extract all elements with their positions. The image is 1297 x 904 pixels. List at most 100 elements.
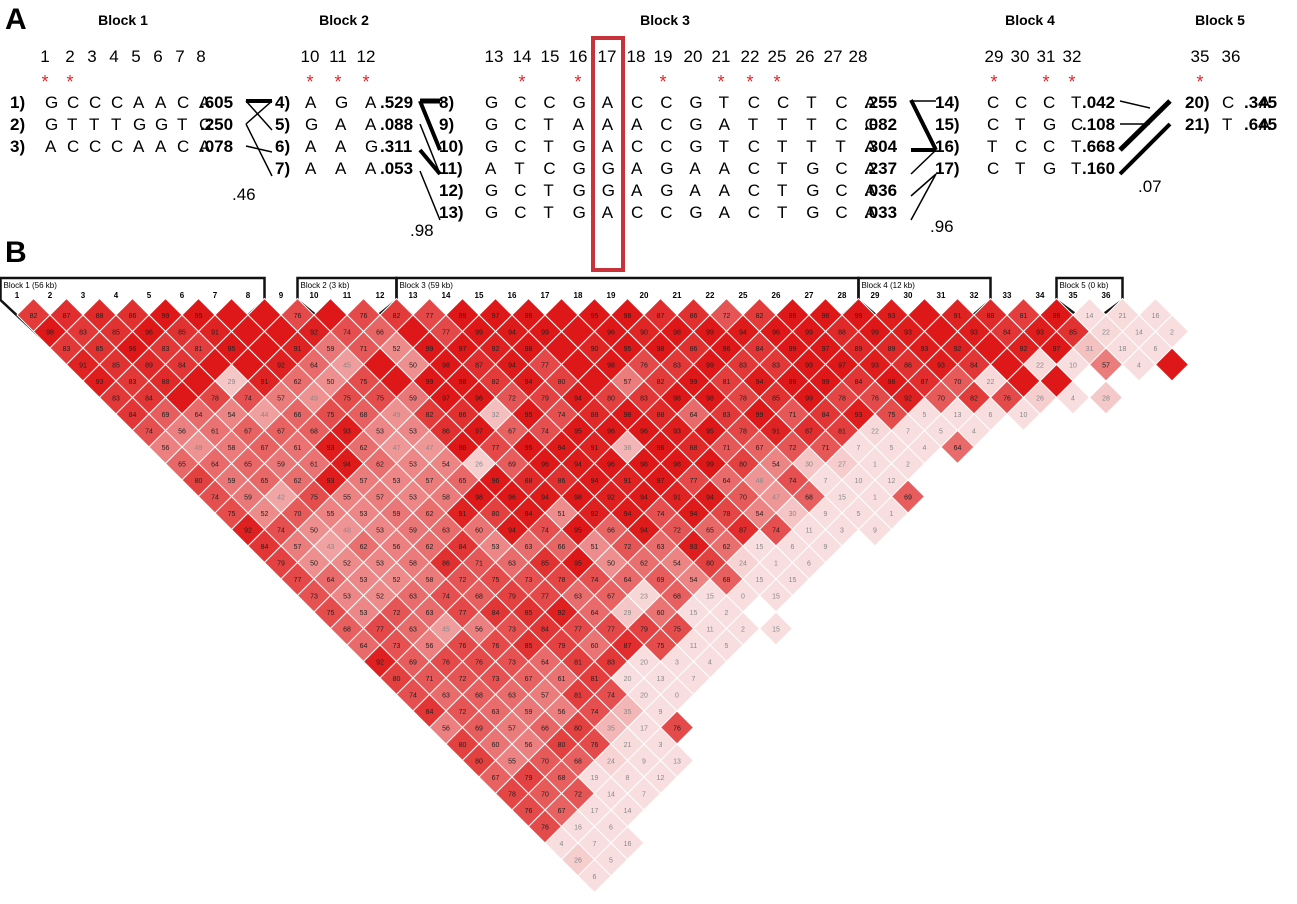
snp-number: 25	[768, 47, 787, 66]
marker-number: 30	[904, 291, 913, 300]
ld-value: 94	[343, 462, 351, 469]
ld-value: 27	[838, 462, 846, 469]
ld-value: 56	[162, 445, 170, 452]
snp-number: 4	[109, 47, 118, 66]
marker-number: 20	[640, 291, 649, 300]
ld-value: 58	[409, 561, 417, 568]
haplotype-frequency: .529	[380, 93, 413, 112]
ld-value: 68	[360, 412, 368, 419]
ld-value: 64	[310, 363, 318, 370]
ld-value: 86	[442, 429, 450, 436]
ld-value: 55	[343, 495, 351, 502]
ld-value: 63	[508, 561, 516, 568]
haplotype-number: 3)	[10, 137, 25, 156]
ld-value: 83	[723, 412, 731, 419]
ld-value: 64	[360, 643, 368, 650]
ld-value: 2	[741, 627, 745, 634]
ld-value: 16	[624, 841, 632, 848]
ld-value: 43	[327, 544, 335, 551]
ld-value: 83	[673, 363, 681, 370]
ld-value: 63	[492, 709, 500, 716]
ld-value: 53	[376, 561, 384, 568]
ld-cell	[577, 858, 612, 894]
ld-value: 86	[442, 561, 450, 568]
ld-value: 67	[261, 445, 269, 452]
ld-value: 57	[277, 396, 285, 403]
ld-value: 85	[772, 396, 780, 403]
block-title: Block 3	[640, 12, 690, 28]
ld-value: 63	[442, 693, 450, 700]
ld-value: 45	[442, 627, 450, 634]
ld-value: 60	[475, 528, 483, 535]
ld-value: 77	[426, 313, 434, 320]
ld-value: 75	[492, 577, 500, 584]
ld-value: 6	[593, 874, 597, 881]
ld-value: 75	[310, 495, 318, 502]
ld-value: 86	[558, 478, 566, 485]
ld-value: 94	[508, 363, 516, 370]
snp-number: 16	[569, 47, 588, 66]
significant-snp-star: *	[66, 72, 73, 92]
ld-value: 79	[508, 594, 516, 601]
ld-value: 84	[492, 610, 500, 617]
ld-value: 50	[310, 528, 318, 535]
snp-number: 17	[598, 47, 617, 66]
ld-value: 92	[591, 511, 599, 518]
haplotype-connectors	[245, 98, 1172, 221]
ld-value: 73	[525, 577, 533, 584]
ld-value: 66	[607, 528, 615, 535]
ld-value: 98	[624, 313, 632, 320]
marker-number: 26	[772, 291, 781, 300]
ld-value: 91	[79, 363, 87, 370]
snp-number: 21	[712, 47, 731, 66]
ld-value: 20	[640, 693, 648, 700]
marker-number: 15	[475, 291, 484, 300]
ld-value: 50	[327, 379, 335, 386]
ld-value: 98	[657, 346, 665, 353]
ld-cell	[1154, 347, 1190, 382]
snp-number: 26	[796, 47, 815, 66]
ld-value: 1	[774, 561, 778, 568]
ld-value: 64	[195, 412, 203, 419]
ld-value: 77	[442, 330, 450, 337]
ld-value: 70	[541, 792, 549, 799]
ld-value: 74	[277, 528, 285, 535]
ld-value: 84	[261, 544, 269, 551]
ld-value: 2	[1170, 330, 1174, 337]
ld-value: 74	[211, 495, 219, 502]
ld-value: 86	[690, 346, 698, 353]
ld-value: 53	[360, 511, 368, 518]
ld-value: 88	[838, 330, 846, 337]
ld-value: 88	[591, 412, 599, 419]
ld-value: 62	[640, 561, 648, 568]
multiallelic-d-value: .98	[410, 221, 434, 240]
marker-number: 12	[376, 291, 385, 300]
ld-cell	[940, 429, 975, 465]
ld-value: 88	[96, 313, 104, 320]
ld-value: 80	[195, 478, 203, 485]
ld-value: 91	[261, 379, 269, 386]
snp-number: 30	[1011, 47, 1030, 66]
ld-value: 75	[327, 412, 335, 419]
snp-number: 35	[1191, 47, 1210, 66]
ld-value: 91	[624, 478, 632, 485]
ld-value: 99	[459, 313, 467, 320]
ld-value: 91	[772, 429, 780, 436]
ld-value: 81	[838, 429, 846, 436]
ld-value: 4	[972, 429, 976, 436]
ld-value: 85	[112, 363, 120, 370]
ld-value: 75	[888, 412, 896, 419]
ld-value: 80	[706, 561, 714, 568]
ld-value: 95	[706, 429, 714, 436]
ld-value: 76	[492, 643, 500, 650]
ld-value: 67	[558, 808, 566, 815]
ld-value: 7	[906, 429, 910, 436]
marker-number: 3	[81, 291, 86, 300]
haplotype-number: 10)	[439, 137, 464, 156]
ld-value: 81	[195, 346, 203, 353]
